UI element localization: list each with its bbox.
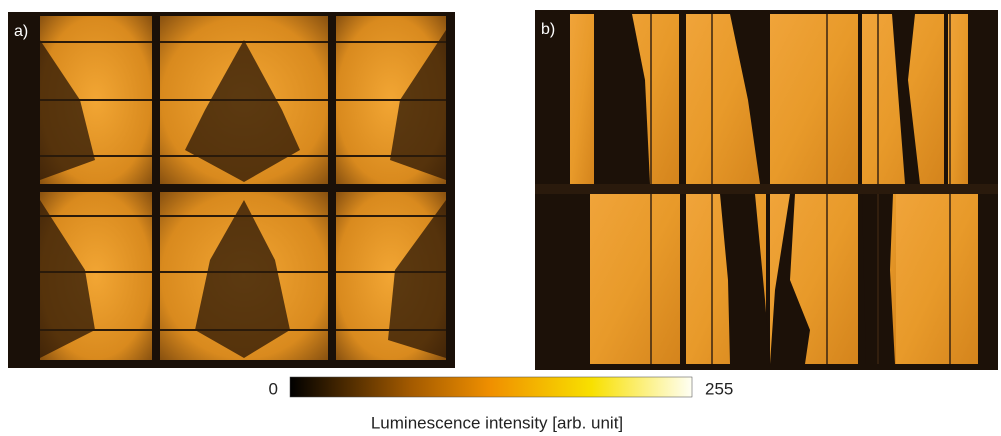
colorbar-min: 0	[269, 379, 278, 398]
colorbar-gradient	[290, 377, 692, 397]
figure: a) b) 0 255 Lu	[0, 0, 1001, 436]
colorbar-label: Luminescence intensity [arb. unit]	[371, 413, 623, 432]
panel-b: b)	[535, 10, 998, 370]
panel-label: b)	[541, 21, 555, 38]
panel-label: a)	[14, 23, 28, 40]
panel-a: a)	[8, 12, 455, 368]
colorbar-max: 255	[705, 379, 733, 398]
colorbar: 0 255 Luminescence intensity [arb. unit]	[269, 377, 734, 432]
